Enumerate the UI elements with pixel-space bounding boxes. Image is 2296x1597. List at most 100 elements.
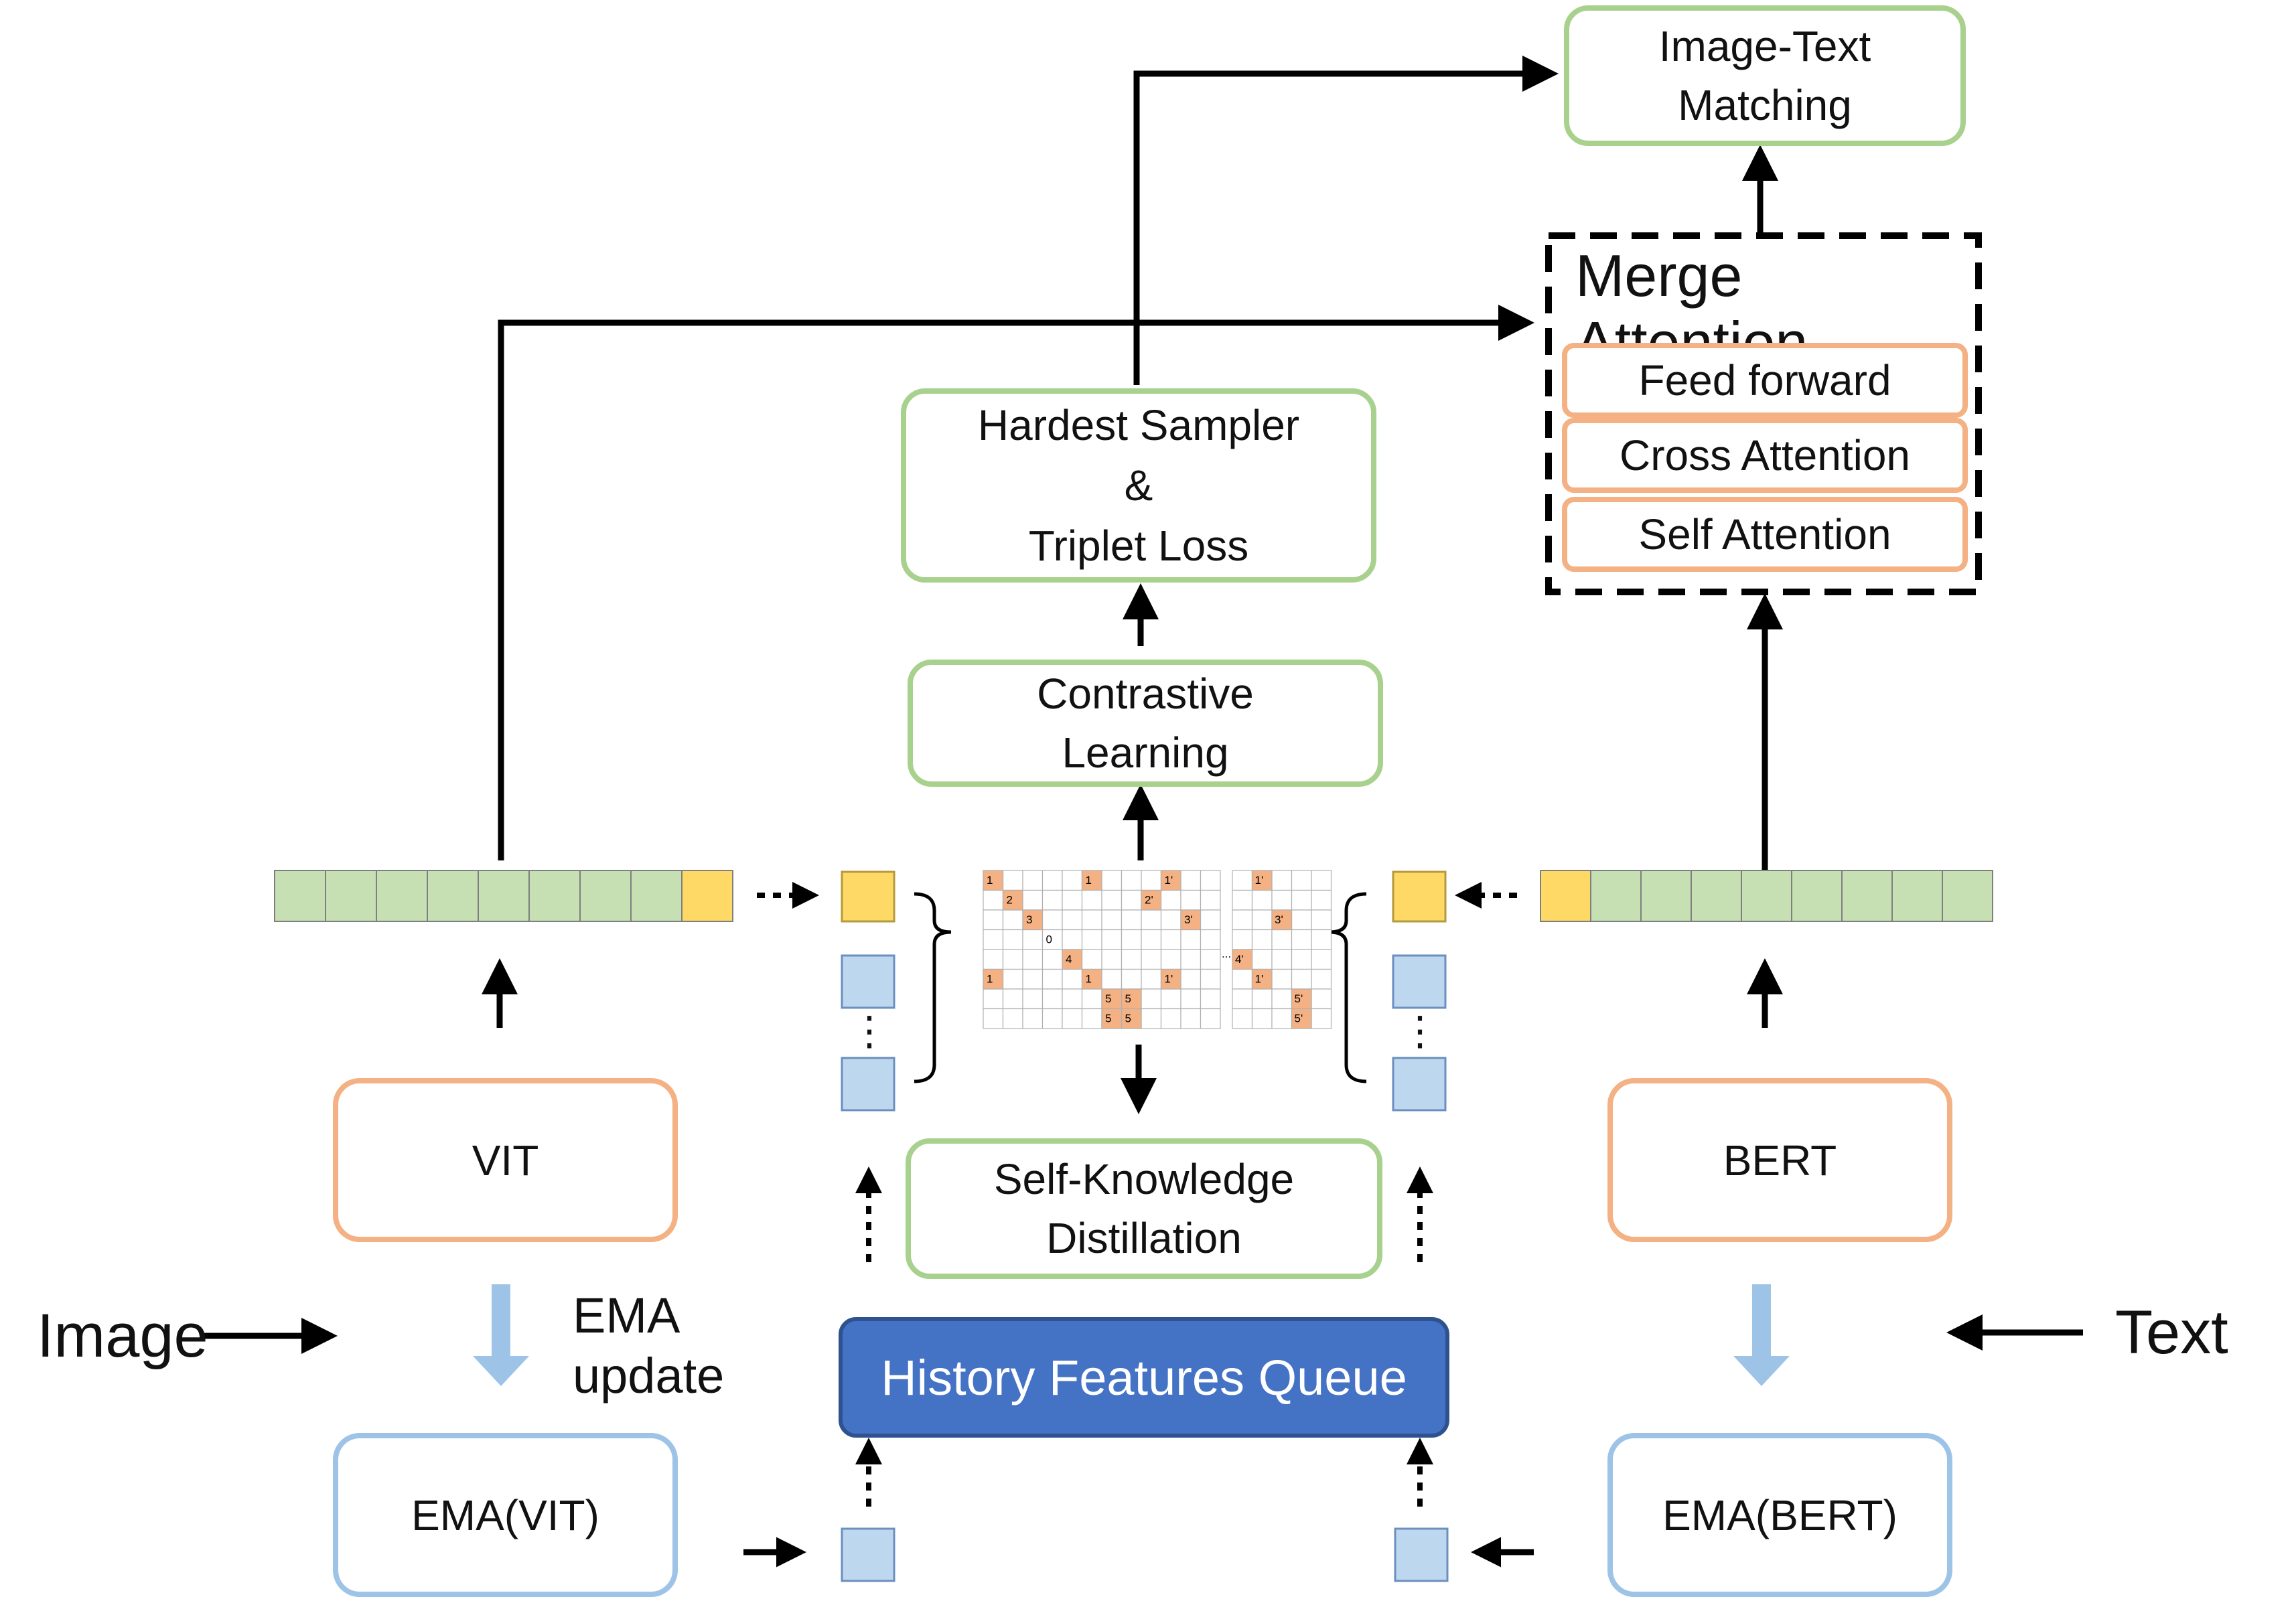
right-blue-feature-2 xyxy=(1392,1057,1447,1112)
matrix-highlight-cell xyxy=(983,968,1004,990)
left-ellipsis: ⋮ xyxy=(849,1008,889,1053)
image-input-label: Image xyxy=(37,1302,208,1370)
matrix-cell xyxy=(1232,889,1253,911)
matrix-cell xyxy=(1081,889,1102,911)
matrix-cell xyxy=(1200,909,1221,931)
matrix-cell xyxy=(1101,929,1123,950)
matrix-cell xyxy=(1062,870,1083,891)
matrix-cell xyxy=(1042,889,1063,911)
matrix-cell xyxy=(1101,968,1123,990)
matrix-cell-label: ... xyxy=(1222,947,1231,960)
matrix-cell xyxy=(1251,929,1273,950)
matrix-cell-label: 5 xyxy=(1125,992,1131,1005)
feed-forward-box: Feed forward xyxy=(1562,343,1968,418)
matrix-cell xyxy=(1291,889,1312,911)
matrix-cell xyxy=(1022,1008,1044,1029)
ema-update-label: EMA update xyxy=(573,1288,725,1403)
matrix-cell xyxy=(1101,870,1123,891)
bottom-left-feature xyxy=(841,1527,895,1582)
matrix-cell xyxy=(1251,949,1273,970)
matrix-cell xyxy=(1042,949,1063,970)
matrix-cell xyxy=(1062,889,1083,911)
matrix-cell-label: 3 xyxy=(1026,913,1032,926)
matrix-highlight-cell xyxy=(1232,949,1253,970)
bottom-right-feature xyxy=(1394,1527,1449,1582)
cross-attention-box: Cross Attention xyxy=(1562,418,1968,493)
matrix-cell xyxy=(1081,1008,1102,1029)
matrix-highlight-cell xyxy=(1101,1008,1123,1029)
matrix-cell-label: 1 xyxy=(987,874,993,887)
matrix-cell-label: 4' xyxy=(1235,953,1244,966)
matrix-cell xyxy=(1271,929,1293,950)
matrix-cell xyxy=(1160,929,1181,950)
matrix-cell-label: 5' xyxy=(1295,1012,1303,1025)
matrix-cell xyxy=(1291,968,1312,990)
matrix-cell-label: 5 xyxy=(1125,1012,1131,1025)
matrix-cell xyxy=(1251,909,1273,931)
matrix-cell xyxy=(1232,968,1253,990)
matrix-cell xyxy=(1062,929,1083,950)
matrix-cell xyxy=(1232,909,1253,931)
matrix-highlight-cell xyxy=(1081,968,1102,990)
solid-connectors xyxy=(201,56,2083,1568)
matrix-cell xyxy=(1062,909,1083,931)
matrix-cell xyxy=(1121,949,1142,970)
matrix-cell xyxy=(1002,909,1023,931)
matrix-cell xyxy=(1042,870,1063,891)
matrix-highlight-cell xyxy=(1291,988,1312,1010)
matrix-cell xyxy=(1291,870,1312,891)
matrix-cell xyxy=(1042,968,1063,990)
matrix-highlight-cell xyxy=(1062,949,1083,970)
matrix-cell xyxy=(1042,1008,1063,1029)
image-patch-token xyxy=(274,870,326,922)
contrastive-learning-box: Contrastive Learning xyxy=(908,660,1383,787)
matrix-highlight-cell xyxy=(1251,968,1273,990)
matrix-cell xyxy=(983,949,1004,970)
matrix-cell-label: 2 xyxy=(1007,894,1013,907)
left-blue-feature-2 xyxy=(841,1057,895,1112)
matrix-cell-label: 1 xyxy=(1086,874,1092,887)
self-attention-box: Self Attention xyxy=(1562,497,1968,572)
matrix-cell-label: 1' xyxy=(1255,973,1264,986)
text-word-token xyxy=(1640,870,1692,922)
right-yellow-feature xyxy=(1392,870,1447,923)
right-ellipsis: ⋮ xyxy=(1400,1008,1440,1053)
arrow-image-features-to-merge xyxy=(498,305,1534,860)
text-cls-token xyxy=(1540,870,1591,922)
image-text-matching-box: Image-Text Matching xyxy=(1564,5,1966,146)
matrix-highlight-cell xyxy=(1081,870,1102,891)
matrix-cell xyxy=(1251,889,1273,911)
image-patch-token xyxy=(478,870,530,922)
matrix-highlight-cell xyxy=(1121,1008,1142,1029)
matrix-cell xyxy=(1180,1008,1202,1029)
matrix-cell xyxy=(1232,870,1253,891)
text-word-token xyxy=(1791,870,1843,922)
matrix-cell xyxy=(1271,988,1293,1010)
matrix-cell xyxy=(1141,929,1162,950)
matrix-cell xyxy=(1141,1008,1162,1029)
matrix-cell-label: 5 xyxy=(1105,992,1111,1005)
right-brace xyxy=(1329,892,1367,1083)
matrix-cell xyxy=(1180,949,1202,970)
matrix-cell xyxy=(1232,929,1253,950)
text-input-label: Text xyxy=(2115,1298,2228,1367)
text-word-token xyxy=(1590,870,1642,922)
matrix-cell xyxy=(1291,909,1312,931)
matrix-cell xyxy=(1002,1008,1023,1029)
matrix-cell xyxy=(1160,1008,1181,1029)
matrix-cell xyxy=(1101,889,1123,911)
right-blue-feature-1 xyxy=(1392,954,1447,1009)
matrix-cell xyxy=(1160,988,1181,1010)
matrix-cell xyxy=(1311,988,1332,1010)
image-patch-token xyxy=(427,870,479,922)
matrix-cell xyxy=(1180,929,1202,950)
matrix-highlight-cell xyxy=(983,870,1004,891)
matrix-cell xyxy=(1271,870,1293,891)
matrix-cell xyxy=(1271,1008,1293,1029)
matrix-cell xyxy=(1081,929,1102,950)
text-word-token xyxy=(1741,870,1792,922)
matrix-cell xyxy=(1291,929,1312,950)
vit-encoder-box: VIT xyxy=(333,1078,678,1242)
text-word-token xyxy=(1942,870,1993,922)
